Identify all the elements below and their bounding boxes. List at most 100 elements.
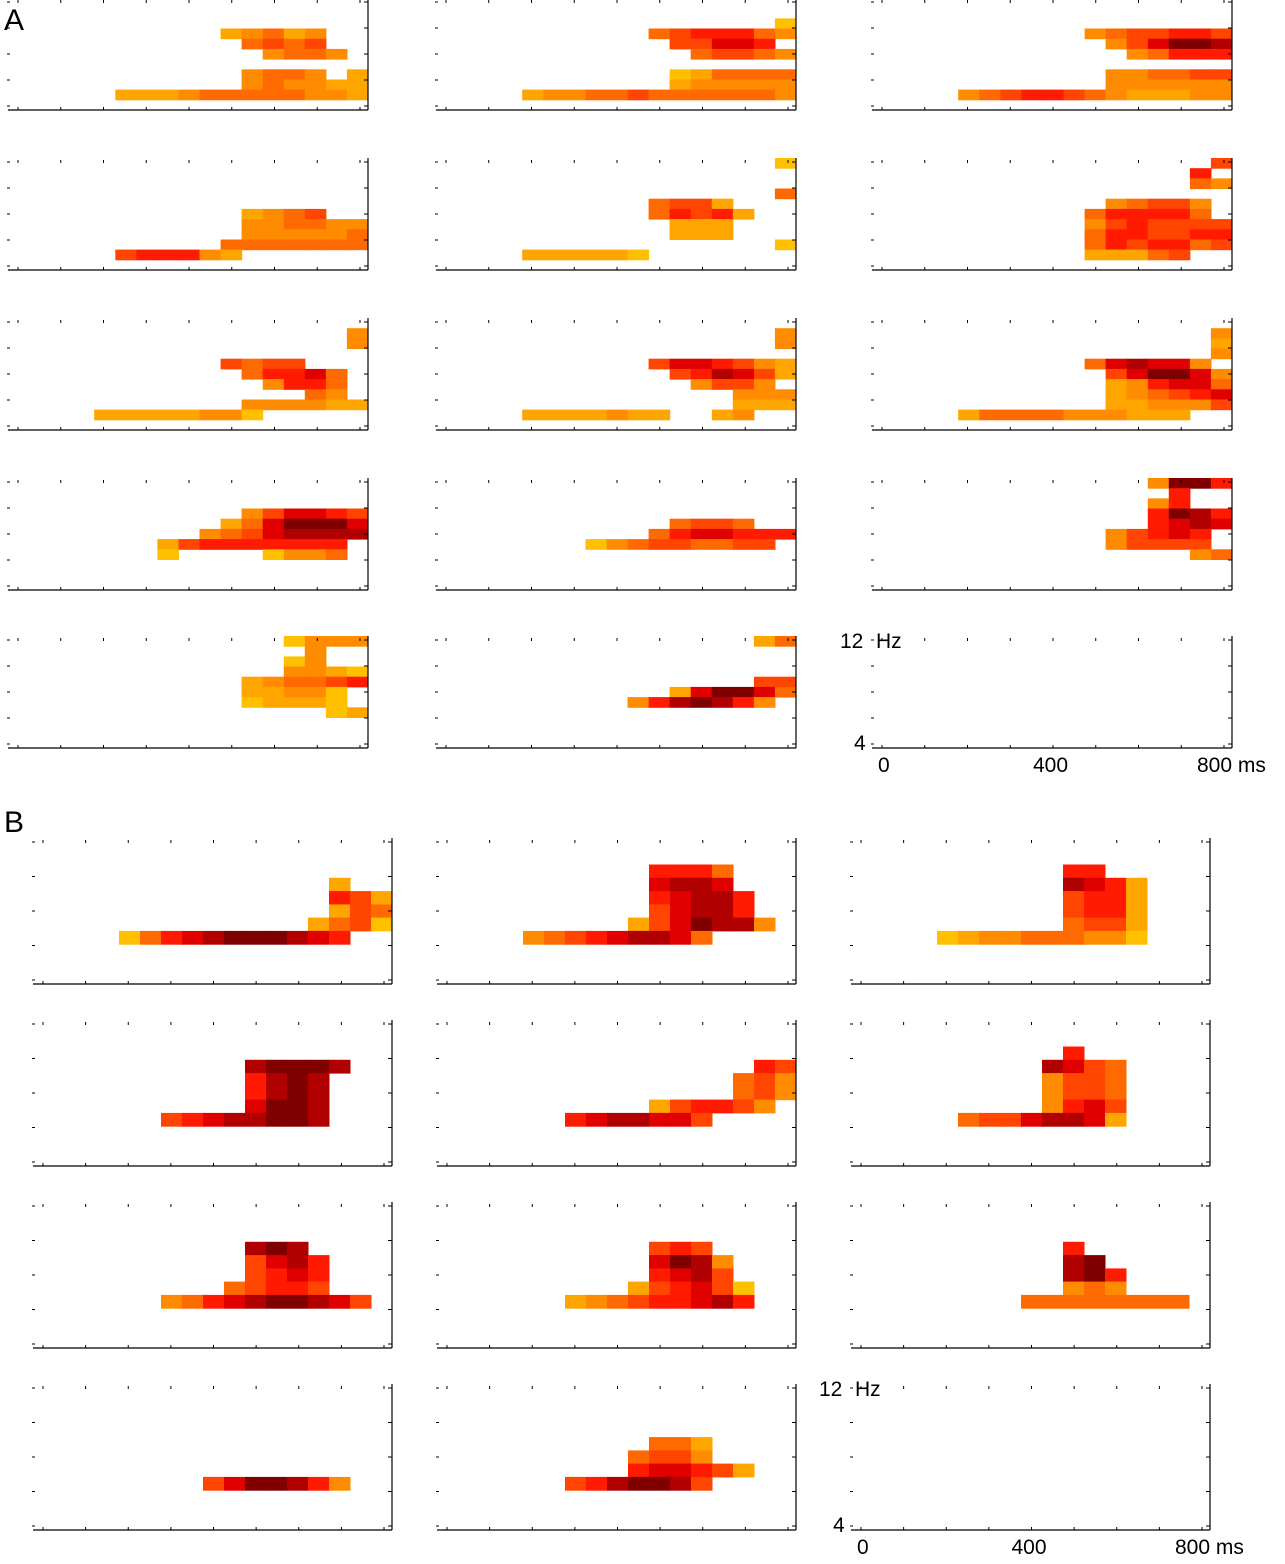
heatmap-cell (245, 1073, 267, 1087)
heatmap-cell (346, 229, 369, 240)
heatmap-cell (283, 358, 306, 370)
heatmap-cell (241, 528, 264, 540)
heatmap-cell (774, 158, 797, 169)
heatmap-cell (325, 697, 348, 708)
heatmap-cell (283, 89, 306, 101)
heatmap-cell (669, 89, 692, 101)
heatmap-cell (958, 930, 980, 945)
heatmap-cell (691, 1268, 713, 1283)
heatmap-cell (670, 1099, 692, 1114)
heatmap-cell (649, 930, 671, 945)
heatmap-cell (241, 409, 264, 421)
x-tick-label: 800 ms (1175, 1536, 1244, 1559)
heatmap-cell (287, 1099, 309, 1114)
heatmap-cell (712, 1255, 734, 1269)
heatmap-cell (775, 1086, 797, 1101)
heatmap-cell (690, 208, 713, 220)
heatmap-cell (732, 368, 755, 380)
x-tick-label: 800 ms (1197, 754, 1266, 777)
heatmap-panel (435, 318, 797, 431)
heatmap-cell (670, 1463, 692, 1478)
heatmap-cell (1126, 389, 1149, 400)
heatmap-cell (262, 686, 285, 698)
heatmap-cell (1084, 219, 1107, 230)
heatmap-cell (670, 891, 692, 905)
heatmap-cell (1084, 249, 1107, 261)
heatmap-cell (304, 539, 327, 550)
heatmap-cell (241, 518, 264, 530)
heatmap-cell (628, 1476, 650, 1491)
heatmap-cell (690, 79, 713, 91)
heatmap-cell (1210, 239, 1233, 251)
heatmap-cell (1189, 358, 1212, 370)
heatmap-cell (346, 399, 369, 411)
heatmap-cell (283, 656, 306, 668)
heatmap-cell (1147, 1294, 1169, 1309)
heatmap-cell (670, 1255, 692, 1269)
heatmap-cell (732, 697, 755, 708)
heatmap-cell (1147, 508, 1170, 520)
heatmap-cell (711, 38, 734, 50)
heatmap-cell (732, 528, 755, 540)
heatmap-cell (304, 636, 327, 647)
heatmap-cell (753, 636, 776, 647)
heatmap-cell (262, 28, 285, 40)
heatmap-cell (1063, 904, 1085, 919)
heatmap-cell (1021, 1112, 1043, 1127)
heatmap-cell (1063, 864, 1085, 879)
heatmap-cell (670, 1241, 692, 1256)
heatmap-cell (775, 1059, 797, 1074)
heatmap-cell (325, 528, 348, 540)
heatmap-cell (712, 891, 734, 905)
heatmap-cell (346, 528, 369, 540)
heatmap-panel (7, 158, 369, 271)
heatmap-cell (266, 1281, 288, 1296)
heatmap-cell (711, 539, 734, 550)
heatmap-cell (283, 69, 306, 80)
heatmap-cell (325, 219, 348, 230)
heatmap-cell (753, 28, 776, 40)
heatmap-cell (1210, 69, 1233, 80)
heatmap-cell (649, 1450, 671, 1465)
heatmap-cell (203, 1476, 225, 1491)
heatmap-cell (711, 69, 734, 80)
heatmap-cell (1126, 229, 1149, 240)
heatmap-cell (733, 1086, 755, 1101)
heatmap-cell (1084, 1099, 1106, 1114)
heatmap-cell (733, 917, 755, 932)
heatmap-cell (1189, 168, 1212, 179)
heatmap-cell (1147, 198, 1170, 210)
heatmap-cell (220, 89, 243, 101)
heatmap-cell (732, 38, 755, 50)
heatmap-cell (1210, 158, 1233, 169)
heatmap-cell (262, 399, 285, 411)
heatmap-cell (1189, 69, 1212, 80)
heatmap-cell (1042, 1086, 1064, 1101)
heatmap-cell (266, 1476, 288, 1491)
heatmap-cell (266, 1268, 288, 1283)
heatmap-cell (266, 1255, 288, 1269)
heatmap-cell (774, 69, 797, 80)
heatmap-cell (287, 930, 309, 945)
heatmap-cell (733, 1099, 755, 1114)
heatmap-cell (648, 89, 671, 101)
heatmap-cell (691, 1099, 713, 1114)
heatmap-panel: 12 Hz 40 400 800 ms (840, 630, 1266, 777)
heatmap-cell (691, 1112, 713, 1127)
heatmap-panel (32, 838, 393, 985)
heatmap-cell (774, 28, 797, 40)
heatmap-cell (1105, 219, 1128, 230)
heatmap-cell (245, 1255, 267, 1269)
heatmap-cell (304, 79, 327, 91)
heatmap-cell (733, 1281, 755, 1296)
heatmap-cell (522, 89, 544, 101)
heatmap-cell (753, 676, 776, 688)
heatmap-cell (157, 249, 179, 261)
heatmap-cell (691, 1255, 713, 1269)
heatmap-cell (161, 930, 183, 945)
heatmap-panel (436, 838, 797, 985)
heatmap-cell (1063, 409, 1086, 421)
heatmap-cell (136, 409, 158, 421)
heatmap-cell (308, 1086, 330, 1101)
heatmap-cell (1126, 1294, 1148, 1309)
